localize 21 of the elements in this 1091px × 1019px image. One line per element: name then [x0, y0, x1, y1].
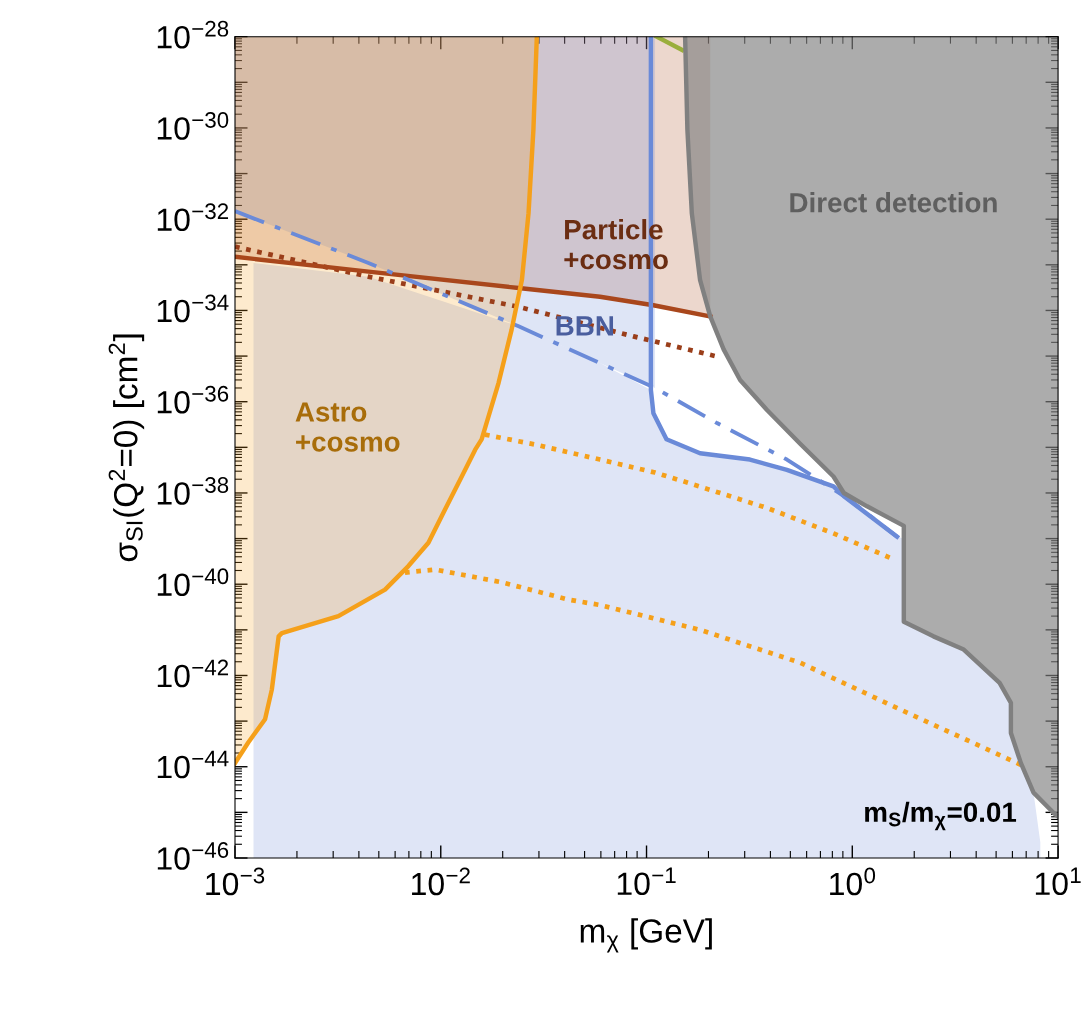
y-tick-label: 10$^{−34}$ — [157, 294, 229, 323]
y-tick-label: 10$^{−38}$ — [157, 477, 229, 505]
y-tick-label: 10$^{−28}$ — [157, 20, 229, 49]
annotation: Direct detection — [790, 192, 997, 213]
y-tick-label: 10$^{−44}$ — [157, 750, 229, 779]
y-tick-label: 10$^{−40}$ — [157, 568, 229, 597]
y-tick-label: 10$^{−36}$ — [157, 385, 229, 414]
y-tick-label: 10$^{−42}$ — [157, 659, 229, 688]
y-tick-label: 10$^{−32}$ — [157, 203, 229, 232]
y-axis-title: σ$_{SI}$(Q$^{2}$=0) [cm$^{2}$] — [108, 334, 145, 562]
x-tick-label: 10$^{−3}$ — [206, 867, 265, 896]
x-tick-label: 10$^{1}$ — [1035, 867, 1081, 896]
x-tick-label: 10$^{0}$ — [830, 867, 876, 896]
annotation: m$_{S}$/m$_{χ}$=0.01 — [865, 801, 1017, 831]
annotation: Astro +cosmo — [295, 402, 400, 452]
annotation: Particle +cosmo — [564, 219, 668, 270]
x-tick-label: 10$^{−2}$ — [412, 867, 470, 896]
x-tick-label: 10$^{−1}$ — [617, 867, 676, 896]
y-tick-label: 10$^{−30}$ — [157, 112, 229, 140]
x-axis-title: m$_{χ}$ [GeV] — [580, 918, 712, 953]
y-tick-label: 10$^{−46}$ — [157, 842, 229, 870]
